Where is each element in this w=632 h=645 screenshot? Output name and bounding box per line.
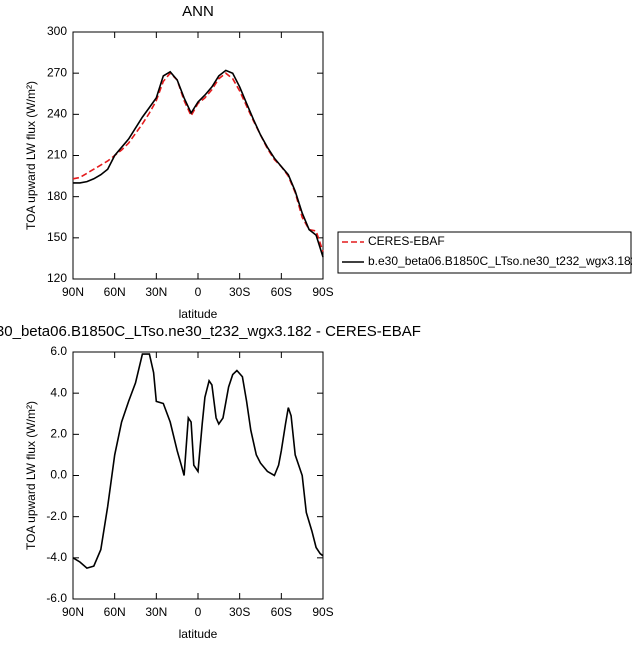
x-tick-label: 30N <box>145 285 167 299</box>
legend-label: CERES-EBAF <box>368 234 445 248</box>
x-tick-label: 90S <box>312 285 333 299</box>
data-line <box>73 69 324 258</box>
x-tick-label: 30N <box>145 605 167 619</box>
chart-title: b.e30_beta06.B1850C_LTso.ne30_t232_wgx3.… <box>0 323 421 340</box>
data-line <box>72 353 324 569</box>
y-tick-label: 2.0 <box>50 427 67 441</box>
x-tick-label: 60N <box>104 605 126 619</box>
y-tick-label: 6.0 <box>50 344 67 358</box>
y-tick-label: 120 <box>47 271 67 285</box>
y-tick-label: 240 <box>47 107 67 121</box>
y-tick-label: 270 <box>47 65 67 79</box>
x-axis-label: latitude <box>179 307 218 321</box>
x-axis-label: latitude <box>179 627 218 641</box>
y-tick-label: -6.0 <box>46 591 67 605</box>
y-tick-label: 4.0 <box>50 385 67 399</box>
x-tick-label: 60N <box>104 285 126 299</box>
x-tick-label: 60S <box>271 285 292 299</box>
legend-box <box>337 231 632 274</box>
x-tick-label: 30S <box>229 285 250 299</box>
y-axis-label: TOA upward LW flux (W/m²) <box>24 81 38 230</box>
plot-frame <box>72 31 324 280</box>
y-tick-label: 210 <box>47 148 67 162</box>
y-tick-label: 150 <box>47 230 67 244</box>
y-tick-label: 300 <box>47 24 67 38</box>
y-tick-label: 180 <box>47 189 67 203</box>
y-tick-label: 0.0 <box>50 468 67 482</box>
chart-title: ANN <box>182 3 214 20</box>
y-axis-label: TOA upward LW flux (W/m²) <box>24 401 38 550</box>
y-tick-label: -4.0 <box>46 550 67 564</box>
x-tick-label: 0 <box>195 285 202 299</box>
y-tick-label: -2.0 <box>46 509 67 523</box>
x-tick-label: 0 <box>195 605 202 619</box>
x-tick-label: 30S <box>229 605 250 619</box>
x-tick-label: 90N <box>62 285 84 299</box>
x-tick-label: 90N <box>62 605 84 619</box>
x-tick-label: 90S <box>312 605 333 619</box>
legend-label: b.e30_beta06.B1850C_LTso.ne30_t232_wgx3.… <box>368 254 632 268</box>
plot-frame <box>72 351 324 600</box>
x-tick-label: 60S <box>271 605 292 619</box>
